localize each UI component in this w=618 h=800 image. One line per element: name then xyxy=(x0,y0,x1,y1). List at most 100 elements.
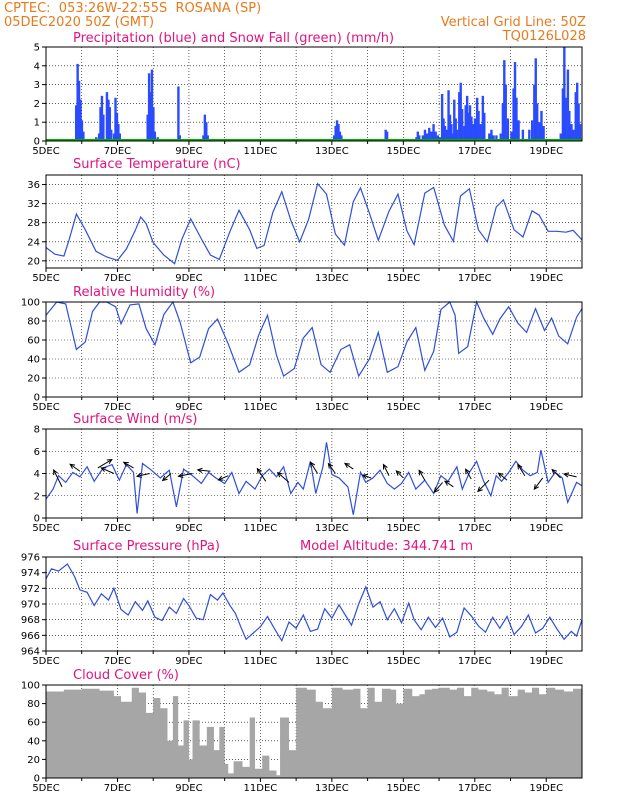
precip-bar xyxy=(75,105,78,141)
x-tick-label: 11DEC xyxy=(244,402,278,413)
wind-arrow-head xyxy=(135,472,143,478)
y-tick-label: 20 xyxy=(27,755,40,766)
precip-bar xyxy=(76,63,79,141)
wind-arrow xyxy=(362,474,372,479)
wind-arrow-head xyxy=(361,474,368,479)
precip-bar xyxy=(459,82,462,141)
x-tick-label: 7DEC xyxy=(104,402,131,413)
precip-bar xyxy=(528,129,531,141)
x-tick-label: 13DEC xyxy=(315,523,349,534)
x-tick-label: 9DEC xyxy=(175,523,202,534)
wind-arrow-head xyxy=(327,462,334,469)
precip-bar xyxy=(117,124,120,141)
wind-arrow xyxy=(563,473,577,478)
wind-arrow xyxy=(101,467,115,474)
wind-arrow xyxy=(477,479,490,492)
x-tick-label: 5DEC xyxy=(32,402,59,413)
x-tick-label: 15DEC xyxy=(386,783,420,794)
x-tick-label: 13DEC xyxy=(315,402,349,413)
x-tick-label: 7DEC xyxy=(104,656,131,667)
x-tick-label: 7DEC xyxy=(104,523,131,534)
x-tick-label: 9DEC xyxy=(175,783,202,794)
panel-6: 0 20 40 60 80 100 5DEC 7DEC 9DEC 11DEC 13DEC 15DEC 1… xyxy=(21,668,583,794)
series-line xyxy=(45,563,583,643)
x-tick-label: 15DEC xyxy=(386,523,420,534)
precip-bar xyxy=(535,103,539,141)
precip-bar xyxy=(501,103,505,141)
wind-arrow-head xyxy=(161,475,168,482)
x-tick-label: 13DEC xyxy=(315,656,349,667)
precip-bar xyxy=(112,133,116,141)
x-tick-label: 9DEC xyxy=(175,402,202,413)
x-tick-label: 17DEC xyxy=(458,656,492,667)
precip-bar xyxy=(471,124,475,141)
wind-arrow xyxy=(551,469,561,479)
wind-arrow-head xyxy=(177,472,184,479)
precip-bar xyxy=(492,135,495,141)
y-tick-label: 2 xyxy=(34,99,40,110)
x-tick-label: 13DEC xyxy=(315,273,349,284)
precip-bar xyxy=(432,124,435,141)
precip-bar xyxy=(510,131,513,141)
precip-bar xyxy=(559,133,562,141)
wind-arrow xyxy=(444,480,454,488)
y-tick-label: 20 xyxy=(27,374,40,385)
panel-frame xyxy=(45,428,583,519)
y-tick-label: 28 xyxy=(27,218,40,229)
x-tick-label: 5DEC xyxy=(32,523,59,534)
y-tick-label: 974 xyxy=(21,568,40,579)
wind-arrow xyxy=(533,477,544,490)
y-tick-label: 100 xyxy=(21,681,40,692)
panel-5: 964 966 968 970 972 974 976 5DEC 7DEC 9DEC 11DEC 13… xyxy=(21,539,583,667)
precip-bar xyxy=(340,135,343,141)
panel-3: 0 20 40 60 80 100 5DEC 7DEC 9DEC 11DEC 13DEC 15DEC 1… xyxy=(21,285,583,413)
precip-bar xyxy=(118,133,122,141)
precip-bar xyxy=(333,135,336,141)
precip-bar xyxy=(79,99,82,141)
precip-bar xyxy=(177,86,180,141)
wind-arrow-head xyxy=(551,468,558,475)
precip-bar xyxy=(108,107,112,141)
x-tick-label: 15DEC xyxy=(386,656,420,667)
wind-arrow xyxy=(382,464,390,476)
wind-arrow-head xyxy=(69,463,76,469)
x-tick-label: 17DEC xyxy=(458,523,492,534)
precip-bar xyxy=(203,114,207,141)
wind-arrow xyxy=(53,469,63,488)
wind-arrow xyxy=(517,464,526,476)
precip-bar xyxy=(430,131,433,141)
y-tick-label: 6 xyxy=(34,447,40,458)
precip-bar xyxy=(540,110,543,141)
precip-bar xyxy=(499,133,502,141)
precip-bar xyxy=(455,129,459,141)
precip-bar xyxy=(337,124,340,141)
wind-arrow xyxy=(498,472,508,481)
wind-arrow xyxy=(97,459,113,469)
precip-bar xyxy=(146,114,149,141)
wind-arrow xyxy=(433,482,444,493)
panel-4: 0 2 4 6 8 5DEC 7DEC 9DEC 11DEC 13DEC 15DEC 17DEC 19D… xyxy=(32,412,583,534)
x-tick-label: 5DEC xyxy=(32,273,59,284)
precip-bar xyxy=(434,131,437,141)
precip-bar xyxy=(534,58,537,141)
precip-bar xyxy=(521,129,525,141)
panel-frame xyxy=(45,46,583,142)
precip-bar xyxy=(423,129,427,141)
wind-arrow xyxy=(465,469,472,480)
wind-arrow-head xyxy=(533,484,539,491)
precip-bar xyxy=(503,60,506,141)
precip-bar xyxy=(451,133,455,141)
precip-bar xyxy=(463,125,466,141)
precip-bar xyxy=(450,124,453,141)
wind-arrow xyxy=(136,473,150,477)
wind-arrow-head xyxy=(517,463,523,470)
precip-bar xyxy=(147,73,151,141)
y-tick-label: 976 xyxy=(21,553,40,564)
wind-arrow xyxy=(277,472,290,483)
precip-bar xyxy=(447,90,450,141)
y-tick-label: 5 xyxy=(34,43,40,54)
precip-bar xyxy=(153,131,157,141)
precip-bar xyxy=(453,99,456,141)
precip-bar xyxy=(458,92,461,141)
